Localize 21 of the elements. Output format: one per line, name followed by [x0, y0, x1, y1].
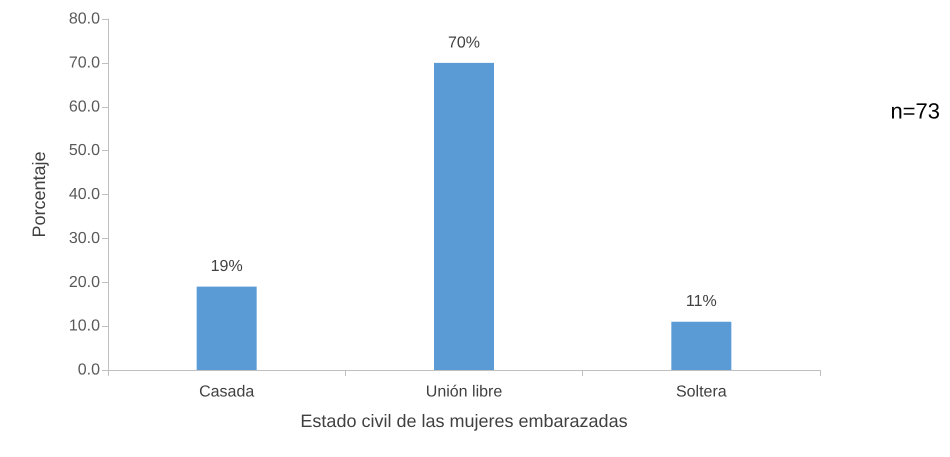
y-tick-label: 50.0: [68, 142, 100, 160]
y-tick-label: 20.0: [68, 274, 100, 291]
y-tick-label: 80.0: [68, 10, 100, 28]
y-tick-label: 70.0: [68, 54, 100, 72]
data-label: 19%: [210, 258, 243, 276]
y-tick-label: 60.0: [68, 98, 100, 116]
data-label: 11%: [686, 293, 717, 310]
bar: [434, 62, 494, 370]
bar: [196, 286, 257, 370]
y-tick-label: 0.0: [78, 362, 100, 378]
text: n=73: [890, 98, 940, 124]
data-label: 70%: [448, 34, 480, 52]
y-tick-label: 40.0: [68, 186, 100, 203]
x-axis-title: Estado civil de las mujeres embarazadas: [300, 411, 628, 431]
x-tick-label: Soltera: [676, 384, 727, 400]
y-tick-label: 10.0: [68, 318, 100, 335]
y-tick-label: 30.0: [68, 230, 100, 247]
x-tick-label: Unión libre: [426, 384, 502, 400]
bar: [671, 322, 732, 370]
y-axis-title: Porcentaje: [29, 151, 49, 238]
x-tick-label: Casada: [199, 384, 254, 400]
